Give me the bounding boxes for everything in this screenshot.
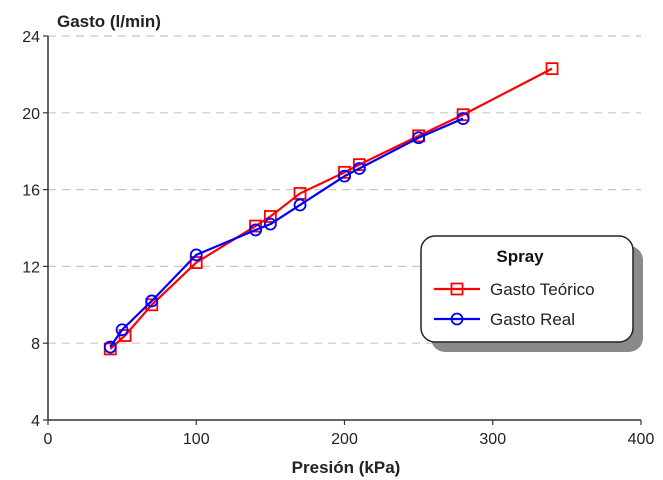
y-tick-label: 12 [22,259,40,276]
x-tick-label: 100 [183,431,210,448]
legend-marker [450,282,464,296]
series-line [109,117,464,348]
data-point [189,256,203,269]
legend-label: Gasto Teórico [490,280,595,299]
series-gasto-real [103,112,470,354]
y-tick-label: 16 [22,183,40,200]
data-point [456,112,470,125]
data-point [145,294,159,308]
x-tick-label: 400 [628,431,655,448]
axis-ticks: 4 8 12 16 20 24 0 100 200 300 400 [22,29,654,448]
legend-label: Gasto Real [490,310,575,329]
data-point [293,198,307,212]
y-tick-label: 4 [31,413,40,430]
data-point [249,219,262,233]
x-axis-title: Presión (kPa) [292,458,401,477]
data-point [263,210,277,223]
x-tick-label: 0 [44,431,53,448]
data-point [545,62,559,76]
data-point [352,162,366,175]
data-series [103,62,559,356]
data-point [115,323,129,337]
y-tick-label: 24 [22,29,40,46]
legend: Spray Gasto Teórico Gasto Real [420,235,643,352]
legend-box [420,235,634,343]
y-tick-label: 20 [22,106,40,123]
y-tick-label: 8 [31,336,40,353]
data-point [338,169,351,183]
data-point [249,223,262,237]
legend-title: Spray [496,247,544,266]
x-tick-label: 300 [479,431,506,448]
legend-marker [450,312,464,326]
data-point [412,131,426,145]
x-tick-label: 200 [331,431,358,448]
y-axis-title: Gasto (l/min) [57,12,161,31]
data-point [103,340,117,354]
data-point [456,108,470,122]
data-point [263,217,277,231]
legend-entries: Gasto Teórico Gasto Real [434,280,595,329]
data-point [189,248,203,262]
